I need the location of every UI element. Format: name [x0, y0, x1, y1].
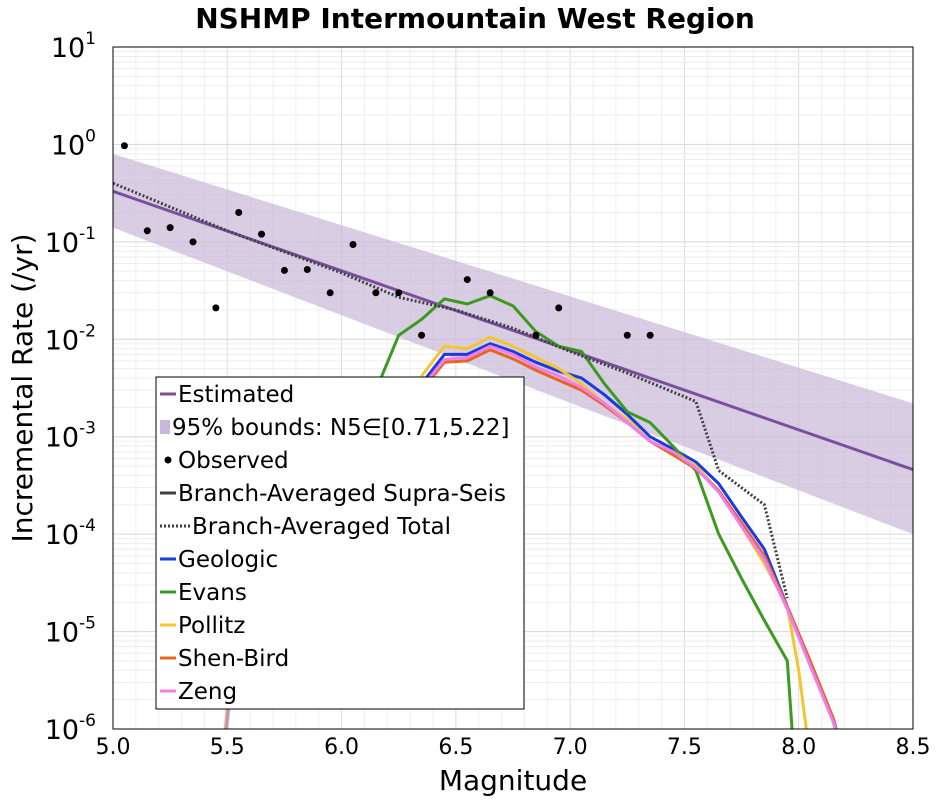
observed-point	[555, 304, 563, 312]
chart-title: NSHMP Intermountain West Region	[195, 2, 755, 35]
observed-point	[166, 224, 174, 232]
observed-point	[303, 266, 311, 274]
legend-label-shen-bird: Shen-Bird	[178, 646, 289, 672]
legend: Estimated 95% bounds: N5∈[0.71,5.22] Obser…	[155, 376, 525, 710]
observed-point	[143, 227, 151, 235]
branch-averaged-total-line	[113, 181, 789, 599]
x-tick-label: 7.0	[553, 735, 588, 760]
observed-point	[372, 289, 380, 297]
legend-swatch-observed	[164, 456, 172, 464]
x-axis-label: Magnitude	[439, 764, 587, 797]
y-tick-label: 10-4	[45, 516, 96, 551]
observed-point	[395, 289, 403, 297]
y-tick-label: 10-3	[45, 419, 96, 454]
bounds-band-area	[113, 153, 913, 535]
observed-point	[258, 230, 266, 238]
plot-frame	[112, 46, 914, 730]
series-line-zeng	[420, 344, 837, 729]
y-tick-label: 101	[51, 29, 96, 64]
legend-label-geologic: Geologic	[178, 547, 278, 573]
x-tick-label: 5.0	[96, 735, 131, 760]
legend-label-evans: Evans	[178, 580, 247, 606]
legend-label-observed: Observed	[178, 448, 289, 474]
observed-point	[349, 240, 357, 248]
x-tick-label: 7.5	[667, 735, 702, 760]
observed-point	[212, 304, 220, 312]
y-axis-ticks: 101 100 10-1 10-2 10-3 10-4 10-5 10-6	[45, 29, 96, 746]
observed-point	[189, 238, 197, 246]
y-tick-label: 10-2	[45, 321, 96, 356]
legend-label-pollitz: Pollitz	[178, 613, 245, 639]
observed-point	[326, 289, 334, 297]
legend-box	[155, 376, 525, 710]
x-tick-label: 6.5	[438, 735, 473, 760]
observed-point	[623, 331, 631, 339]
x-tick-label: 6.0	[324, 735, 359, 760]
legend-label-bounds: 95% bounds: N5∈[0.71,5.22]	[172, 415, 509, 441]
legend-label-branch-total: Branch-Averaged Total	[192, 514, 451, 540]
y-tick-label: 10-6	[45, 711, 96, 746]
observed-points	[120, 142, 654, 339]
y-axis-label: Incremental Rate (/yr)	[6, 233, 39, 542]
y-tick-label: 100	[51, 126, 96, 161]
observed-point	[418, 331, 426, 339]
observed-point	[532, 331, 540, 339]
legend-swatch-bounds	[160, 420, 170, 434]
x-tick-label: 8.5	[896, 735, 931, 760]
x-tick-label: 5.5	[210, 735, 245, 760]
y-tick-label: 10-5	[45, 614, 96, 649]
series-line-evans	[374, 294, 794, 729]
legend-label-branch-supra: Branch-Averaged Supra-Seis	[178, 481, 506, 507]
x-tick-label: 8.0	[781, 735, 816, 760]
legend-label-estimated: Estimated	[178, 382, 294, 408]
bounds-band	[113, 153, 913, 535]
observed-point	[280, 266, 288, 274]
observed-point	[463, 276, 471, 284]
x-axis-ticks: 5.0 5.5 6.0 6.5 7.0 7.5 8.0 8.5	[96, 735, 931, 760]
observed-point	[120, 142, 128, 150]
observed-point	[646, 331, 654, 339]
y-tick-label: 10-1	[45, 224, 96, 259]
legend-label-zeng: Zeng	[178, 679, 237, 705]
observed-point	[235, 209, 243, 217]
series-line-pollitz	[420, 335, 808, 729]
observed-point	[486, 289, 494, 297]
